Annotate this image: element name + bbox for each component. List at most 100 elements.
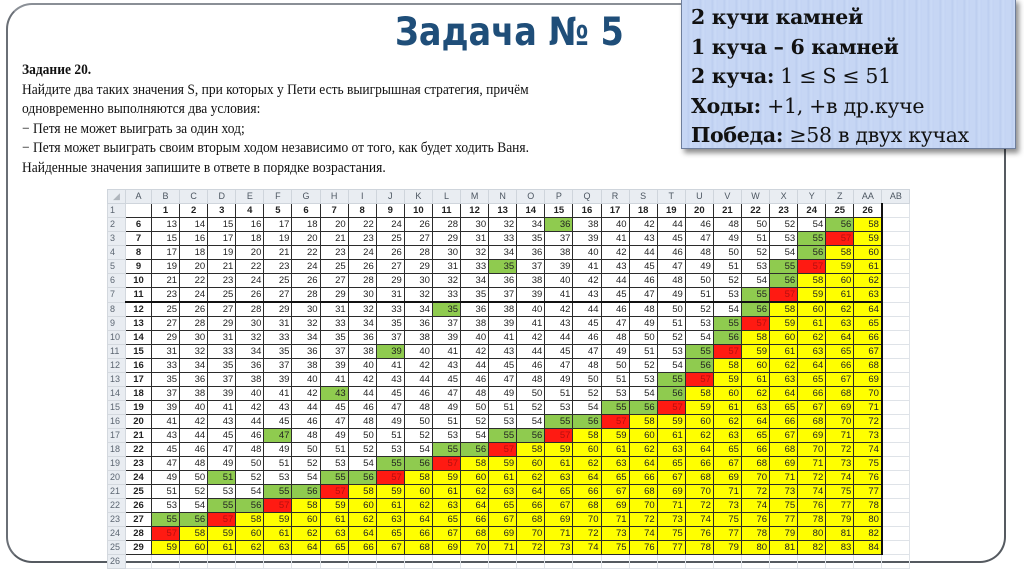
data-cell[interactable]: 40 [403, 344, 433, 359]
data-cell[interactable]: 28 [291, 287, 321, 303]
data-cell[interactable]: 37 [207, 372, 237, 387]
data-cell[interactable]: 59 [150, 540, 181, 555]
data-cell[interactable]: 48 [572, 358, 602, 373]
row-number[interactable]: 9 [107, 316, 126, 331]
data-cell[interactable]: 23 [150, 287, 181, 303]
data-cell[interactable]: 34 [179, 358, 209, 373]
data-cell[interactable]: 22 [347, 217, 377, 232]
data-cell[interactable]: 41 [431, 344, 462, 359]
data-cell[interactable]: 38 [179, 386, 209, 401]
data-cell[interactable]: 43 [488, 344, 518, 359]
column-header-n[interactable]: N [488, 189, 518, 204]
data-cell[interactable]: 77 [769, 512, 799, 527]
data-cell[interactable]: 23 [263, 259, 293, 274]
data-cell[interactable]: 62 [460, 484, 490, 499]
empty-cell[interactable] [881, 245, 911, 260]
empty-cell[interactable] [881, 428, 911, 443]
data-cell[interactable]: 53 [488, 414, 518, 429]
data-cell[interactable]: 58 [740, 330, 771, 345]
data-cell[interactable]: 61 [740, 372, 771, 387]
data-cell[interactable]: 32 [460, 245, 490, 260]
data-cell[interactable]: 54 [769, 245, 799, 260]
column-header-j[interactable]: J [375, 189, 405, 204]
column-header-y[interactable]: Y [797, 189, 827, 204]
data-cell[interactable]: 80 [740, 540, 771, 555]
data-cell[interactable]: 42 [179, 414, 209, 429]
data-cell[interactable]: 49 [319, 428, 349, 443]
data-cell[interactable]: 55 [375, 456, 405, 471]
data-cell[interactable]: 40 [235, 386, 265, 401]
data-cell[interactable]: 34 [488, 245, 518, 260]
empty-cell[interactable] [740, 554, 771, 569]
data-cell[interactable]: 49 [263, 442, 293, 457]
data-cell[interactable]: 73 [825, 456, 855, 471]
empty-cell[interactable] [881, 344, 911, 359]
column-header-f[interactable]: F [263, 189, 293, 204]
data-cell[interactable]: 49 [712, 231, 742, 246]
data-cell[interactable]: 79 [825, 512, 855, 527]
data-cell[interactable]: 53 [712, 287, 742, 303]
data-cell[interactable]: 63 [319, 526, 349, 541]
data-cell[interactable]: 64 [825, 330, 855, 345]
data-cell[interactable]: 75 [769, 498, 799, 513]
empty-cell[interactable] [684, 554, 714, 569]
data-cell[interactable]: 53 [656, 344, 686, 359]
data-cell[interactable]: 42 [600, 245, 630, 260]
data-cell[interactable]: 39 [544, 259, 574, 274]
data-cell[interactable]: 68 [572, 498, 602, 513]
data-cell[interactable]: 54 [516, 414, 546, 429]
data-cell[interactable]: 51 [684, 287, 714, 303]
row-number[interactable]: 1 [107, 203, 126, 218]
data-cell[interactable]: 49 [488, 386, 518, 401]
data-cell[interactable]: 48 [460, 386, 490, 401]
column-value-header[interactable]: 9 [375, 203, 405, 218]
row-number[interactable]: 14 [107, 386, 126, 401]
column-header-z[interactable]: Z [825, 189, 855, 204]
data-cell[interactable]: 48 [712, 217, 742, 232]
data-cell[interactable]: 65 [600, 470, 630, 485]
data-cell[interactable]: 74 [825, 470, 855, 485]
data-cell[interactable]: 60 [769, 330, 799, 345]
data-cell[interactable]: 32 [403, 287, 433, 303]
data-cell[interactable]: 56 [825, 217, 855, 232]
data-cell[interactable]: 18 [179, 245, 209, 260]
data-cell[interactable]: 41 [544, 287, 574, 303]
empty-cell[interactable] [656, 554, 686, 569]
row-number[interactable]: 17 [107, 428, 126, 443]
data-cell[interactable]: 64 [291, 540, 321, 555]
data-cell[interactable]: 61 [544, 456, 574, 471]
data-cell[interactable]: 32 [431, 273, 462, 288]
data-cell[interactable]: 58 [628, 414, 658, 429]
row-label-pile1[interactable]: 13 [125, 316, 152, 331]
row-label-pile1[interactable]: 12 [125, 301, 152, 317]
data-cell[interactable]: 47 [319, 414, 349, 429]
row-number[interactable]: 13 [107, 372, 126, 387]
data-cell[interactable]: 54 [740, 273, 771, 288]
data-cell[interactable]: 65 [740, 428, 771, 443]
data-cell[interactable]: 59 [825, 259, 855, 274]
column-value-header[interactable]: 15 [544, 203, 574, 218]
data-cell[interactable]: 39 [516, 287, 546, 303]
data-cell[interactable]: 72 [516, 540, 546, 555]
data-cell[interactable]: 29 [263, 301, 293, 317]
data-cell[interactable]: 50 [516, 386, 546, 401]
data-cell[interactable]: 62 [797, 330, 827, 345]
data-cell[interactable]: 67 [600, 484, 630, 499]
data-cell[interactable]: 75 [853, 456, 883, 471]
data-cell[interactable]: 36 [347, 330, 377, 345]
data-cell[interactable]: 65 [656, 456, 686, 471]
data-cell[interactable]: 77 [656, 540, 686, 555]
data-cell[interactable]: 49 [600, 344, 630, 359]
data-cell[interactable]: 47 [263, 428, 293, 443]
data-cell[interactable]: 78 [684, 540, 714, 555]
data-cell[interactable]: 38 [291, 358, 321, 373]
row-label-pile1[interactable]: 8 [125, 245, 152, 260]
data-cell[interactable]: 70 [460, 540, 490, 555]
data-cell[interactable]: 71 [769, 470, 799, 485]
data-cell[interactable]: 61 [263, 526, 293, 541]
data-cell[interactable]: 72 [797, 470, 827, 485]
data-cell[interactable]: 15 [150, 231, 181, 246]
data-cell[interactable]: 84 [853, 540, 883, 555]
data-cell[interactable]: 36 [544, 217, 574, 232]
data-cell[interactable]: 24 [375, 217, 405, 232]
